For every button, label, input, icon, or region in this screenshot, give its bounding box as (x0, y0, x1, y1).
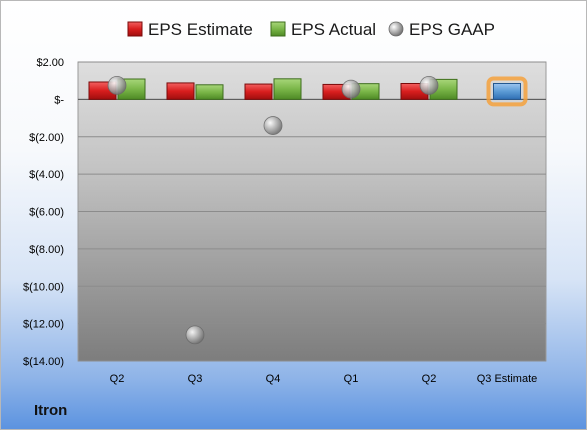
legend-label: EPS Actual (291, 20, 376, 39)
eps-actual-bar (273, 78, 302, 100)
legend-swatch-eps-gaap (388, 21, 404, 37)
y-tick-label: $(2.00) (29, 132, 64, 144)
y-tick-label: $(4.00) (29, 169, 64, 181)
y-tick-label: $(12.00) (23, 319, 64, 331)
x-tick-label: Q2 (422, 373, 437, 385)
eps-estimate-bar (166, 82, 195, 100)
q3-estimate-bar (493, 82, 521, 100)
legend-label: EPS GAAP (409, 20, 495, 39)
eps-gaap-point (419, 75, 439, 95)
legend-label: EPS Estimate (148, 20, 253, 39)
legend-swatch-eps-estimate (127, 21, 143, 37)
eps-gaap-point (341, 79, 361, 99)
company-name: Itron (34, 402, 68, 419)
eps-actual-bar (195, 84, 224, 100)
legend: EPS Estimate EPS Actual EPS GAAP (127, 20, 495, 39)
eps-gaap-point (263, 116, 283, 135)
x-tick-label: Q2 (110, 373, 125, 385)
y-tick-label: $2.00 (36, 57, 64, 69)
y-tick-label: $(6.00) (29, 207, 64, 219)
x-tick-label: Q4 (266, 373, 281, 385)
y-tick-label: $(14.00) (23, 356, 64, 368)
eps-gaap-point (185, 325, 205, 345)
estimate-highlight (486, 76, 528, 107)
x-tick-label: Q1 (344, 373, 359, 385)
legend-swatch-eps-actual (270, 21, 286, 37)
eps-estimate-bar (244, 83, 273, 100)
y-tick-label: $(10.00) (23, 281, 64, 293)
y-tick-label: $- (54, 94, 64, 106)
x-tick-label: Q3 (188, 373, 203, 385)
x-tick-label: Q3 Estimate (477, 373, 538, 385)
eps-gaap-point (107, 75, 127, 95)
y-tick-label: $(8.00) (29, 244, 64, 256)
